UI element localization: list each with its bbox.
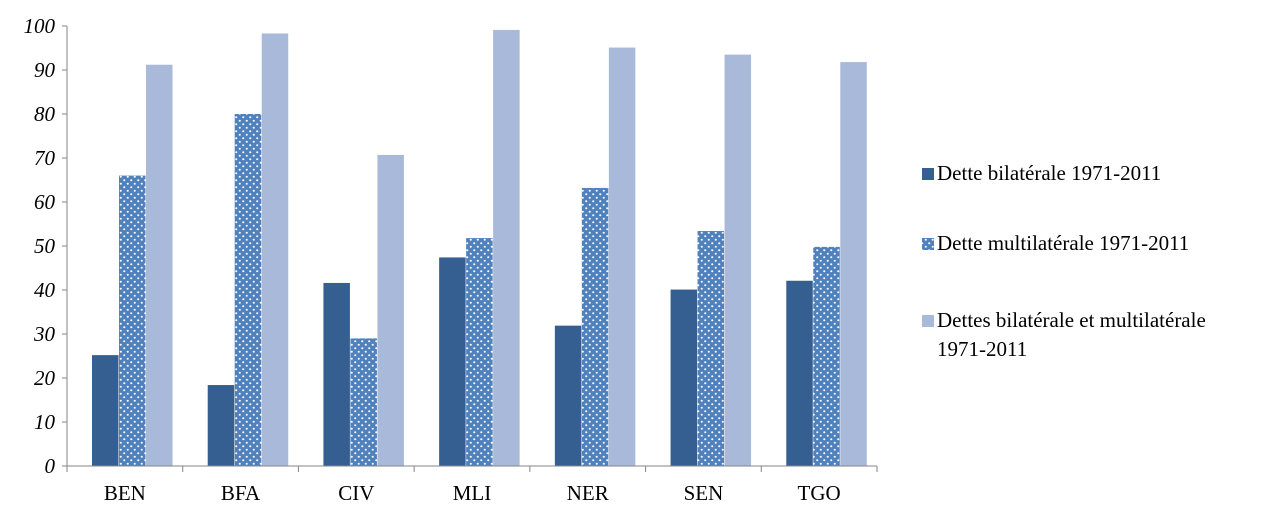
bar-civ-series-2 <box>350 338 377 466</box>
bar-ben-series-1 <box>92 355 119 466</box>
bar-mli-series-2 <box>466 238 493 466</box>
x-tick-label: SEN <box>684 481 724 505</box>
bar-sen-series-2 <box>697 231 725 466</box>
bar-civ-series-1 <box>323 282 350 466</box>
y-tick-label: 100 <box>24 14 56 38</box>
x-tick-label: BEN <box>104 481 146 505</box>
bar-tgo-series-1 <box>786 280 813 466</box>
legend-label: Dettes bilatérale et multilatérale <box>937 308 1206 332</box>
legend-label: Dette multilatérale 1971-2011 <box>937 231 1189 255</box>
y-tick-label: 10 <box>34 410 56 434</box>
x-tick-label: MLI <box>453 481 492 505</box>
legend-label: Dette bilatérale 1971-2011 <box>937 161 1161 185</box>
bar-bfa-series-3 <box>261 33 289 466</box>
y-tick-label: 80 <box>34 102 56 126</box>
legend-label: 1971-2011 <box>937 337 1027 361</box>
bar-ben-series-2 <box>119 175 146 466</box>
bar-mli-series-3 <box>493 29 520 467</box>
y-tick-label: 60 <box>34 190 56 214</box>
bar-ner-series-3 <box>608 47 636 467</box>
y-tick-label: 90 <box>34 58 56 82</box>
bar-ner-series-1 <box>554 325 582 466</box>
bar-sen-series-1 <box>670 289 698 466</box>
bar-tgo-series-3 <box>840 62 867 466</box>
bar-civ-series-3 <box>377 154 404 467</box>
bar-tgo-series-2 <box>813 246 840 466</box>
bar-sen-series-3 <box>724 54 752 466</box>
legend-swatch-series-2 <box>922 238 934 250</box>
x-tick-label: CIV <box>338 481 374 505</box>
y-axis: 0 10 20 30 40 50 60 70 80 90 100 <box>24 14 68 478</box>
bar-bfa-series-2 <box>234 114 262 466</box>
y-tick-label: 70 <box>34 146 56 170</box>
bar-bfa-series-1 <box>207 385 235 466</box>
bar-ner-series-2 <box>581 187 609 467</box>
x-tick-label: BFA <box>221 481 261 505</box>
bars <box>92 29 867 467</box>
y-tick-label: 0 <box>45 454 56 478</box>
legend-swatch-series-3 <box>922 315 934 327</box>
bar-ben-series-3 <box>146 64 173 466</box>
bar-mli-series-1 <box>439 257 466 466</box>
y-tick-label: 20 <box>34 366 56 390</box>
y-tick-label: 40 <box>34 278 56 302</box>
legend-swatch-series-1 <box>922 168 934 180</box>
y-tick-label: 30 <box>33 322 56 346</box>
legend: Dette bilatérale 1971-2011 Dette multilat… <box>922 161 1206 361</box>
y-tick-label: 50 <box>34 234 56 258</box>
x-axis: BEN BFA CIV MLI NER SEN TGO <box>66 465 878 505</box>
x-tick-label: NER <box>567 481 609 505</box>
x-tick-label: TGO <box>798 481 841 505</box>
